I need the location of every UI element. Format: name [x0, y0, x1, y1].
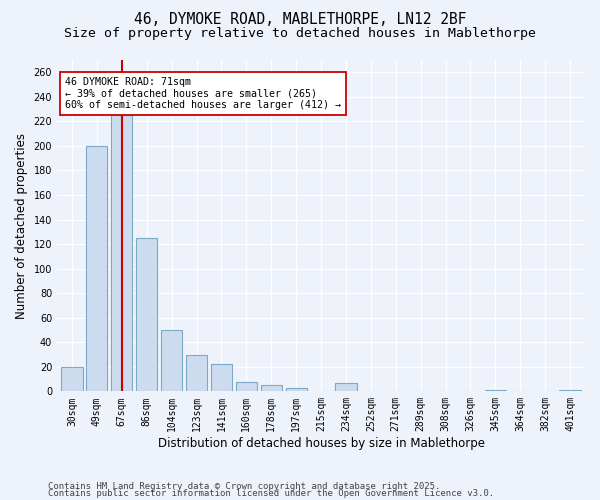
Bar [260, 385, 282, 392]
Bar [286, 388, 307, 392]
Bar [186, 354, 207, 392]
Text: 46, DYMOKE ROAD, MABLETHORPE, LN12 2BF: 46, DYMOKE ROAD, MABLETHORPE, LN12 2BF [134, 12, 466, 28]
Bar [335, 382, 356, 392]
Text: Contains HM Land Registry data © Crown copyright and database right 2025.: Contains HM Land Registry data © Crown c… [48, 482, 440, 491]
Text: 46 DYMOKE ROAD: 71sqm
← 39% of detached houses are smaller (265)
60% of semi-det: 46 DYMOKE ROAD: 71sqm ← 39% of detached … [65, 77, 341, 110]
Bar [61, 367, 83, 392]
Bar [111, 115, 133, 392]
Text: Size of property relative to detached houses in Mablethorpe: Size of property relative to detached ho… [64, 28, 536, 40]
Y-axis label: Number of detached properties: Number of detached properties [15, 132, 28, 318]
X-axis label: Distribution of detached houses by size in Mablethorpe: Distribution of detached houses by size … [158, 437, 485, 450]
Bar [136, 238, 157, 392]
Bar [86, 146, 107, 392]
Bar [161, 330, 182, 392]
Bar [485, 390, 506, 392]
Bar [559, 390, 581, 392]
Bar [211, 364, 232, 392]
Text: Contains public sector information licensed under the Open Government Licence v3: Contains public sector information licen… [48, 490, 494, 498]
Bar [236, 382, 257, 392]
